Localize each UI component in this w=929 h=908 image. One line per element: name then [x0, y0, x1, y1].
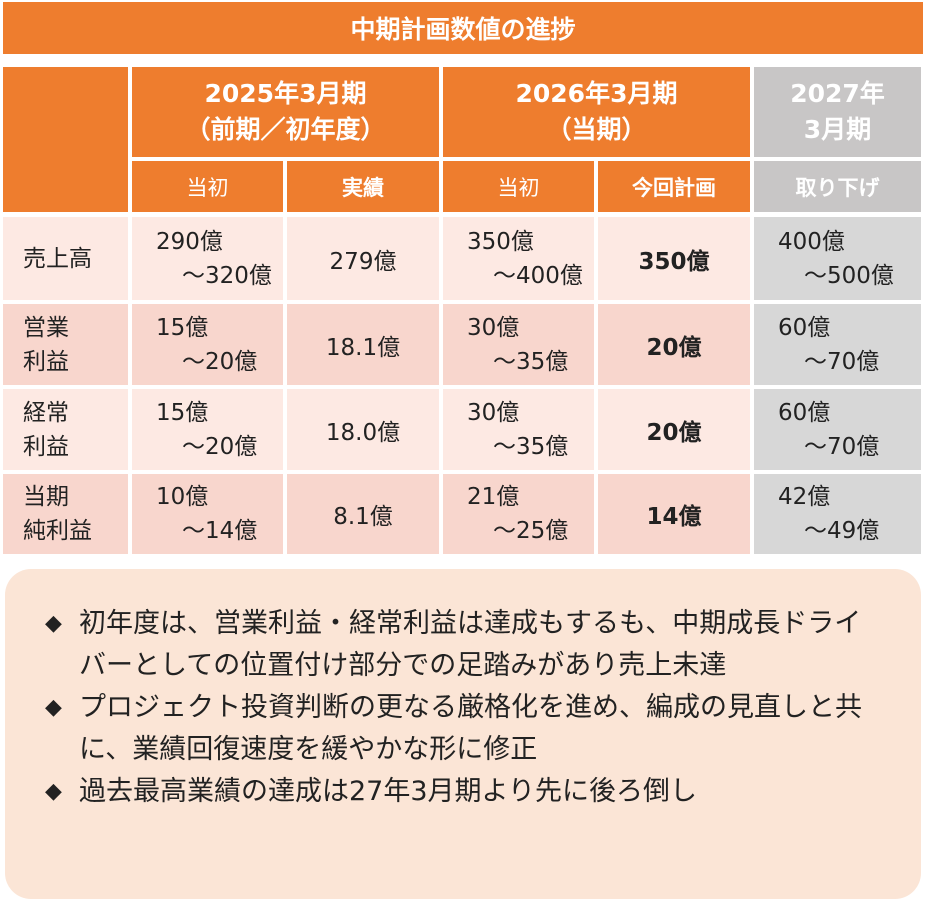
diamond-bullet-icon: ◆	[45, 611, 62, 636]
row-label-text: 純利益	[23, 518, 92, 544]
note-text: プロジェクト投資判断の更なる厳格化を進め、編成の見直しと共に、業績回復速度を緩や…	[79, 692, 862, 765]
header-fy2026-line2: （当期）	[546, 115, 647, 144]
range-from: 15億	[156, 314, 209, 341]
range-to: ～500億	[804, 262, 894, 289]
range-from: 60億	[778, 314, 831, 341]
range-from: 290億	[156, 228, 223, 255]
subheader-initial-2026: 当初	[443, 161, 594, 212]
row-label-ordinary-profit: 経常 利益	[3, 389, 128, 470]
range-to: ～25億	[493, 518, 569, 544]
net-income-initial-2025: 10億 ～14億	[132, 474, 283, 554]
row-label-net-income: 当期 純利益	[3, 474, 128, 554]
ordinary-profit-current-plan-2026: 20億	[598, 389, 750, 470]
range-to: ～20億	[182, 348, 258, 375]
page-title: 中期計画数値の進捗	[3, 2, 923, 54]
range-from: 350億	[467, 228, 534, 255]
row-label-text: 営業	[23, 314, 69, 341]
net-income-initial-2026: 21億 ～25億	[443, 474, 594, 554]
header-fy2026: 2026年3月期 （当期）	[443, 67, 750, 157]
note-text: 過去最高業績の達成は27年3月期より先に後ろ倒し	[79, 776, 697, 807]
range-to: ～49億	[804, 518, 880, 544]
operating-profit-current-plan-2026: 20億	[598, 304, 750, 385]
net-income-current-plan-2026: 14億	[598, 474, 750, 554]
header-fy2025-line1: 2025年3月期	[204, 79, 367, 108]
net-income-actual-2025: 8.1億	[287, 474, 439, 554]
operating-profit-initial-2026: 30億 ～35億	[443, 304, 594, 385]
header-fy2027: 2027年 3月期	[754, 67, 921, 157]
row-label-text: 売上高	[23, 245, 92, 272]
header-fy2025-line2: （前期／初年度）	[185, 115, 386, 144]
row-label-revenue: 売上高	[3, 217, 128, 300]
table-corner	[3, 67, 128, 212]
row-label-text: 経常	[23, 399, 69, 426]
range-to: ～20億	[182, 433, 258, 460]
header-fy2027-line1: 2027年	[790, 79, 885, 108]
net-income-withdrawn-2027: 42億 ～49億	[754, 474, 921, 554]
row-label-text: 利益	[23, 433, 69, 460]
revenue-withdrawn-2027: 400億 ～500億	[754, 217, 921, 300]
note-item: ◆ 過去最高業績の達成は27年3月期より先に後ろ倒し	[45, 771, 881, 813]
range-from: 15億	[156, 399, 209, 426]
range-to: ～35億	[493, 348, 569, 375]
range-to: ～320億	[182, 262, 272, 289]
range-to: ～70億	[804, 433, 880, 460]
operating-profit-actual-2025: 18.1億	[287, 304, 439, 385]
range-to: ～400億	[493, 262, 583, 289]
revenue-current-plan-2026: 350億	[598, 217, 750, 300]
range-from: 30億	[467, 314, 520, 341]
range-from: 400億	[778, 228, 845, 255]
range-to: ～14億	[182, 518, 258, 544]
header-fy2025: 2025年3月期 （前期／初年度）	[132, 67, 439, 157]
note-text: 初年度は、営業利益・経常利益は達成もするも、中期成長ドライバーとしての位置付け部…	[79, 608, 862, 681]
notes-box: ◆ 初年度は、営業利益・経常利益は達成もするも、中期成長ドライバーとしての位置付…	[5, 569, 921, 899]
range-to: ～35億	[493, 433, 569, 460]
subheader-initial-2025: 当初	[132, 161, 283, 212]
ordinary-profit-withdrawn-2027: 60億 ～70億	[754, 389, 921, 470]
header-fy2026-line1: 2026年3月期	[515, 79, 678, 108]
row-label-operating-profit: 営業 利益	[3, 304, 128, 385]
range-from: 10億	[156, 484, 209, 510]
subheader-withdrawn-2027: 取り下げ	[754, 161, 921, 212]
diamond-bullet-icon: ◆	[45, 695, 62, 720]
note-item: ◆ 初年度は、営業利益・経常利益は達成もするも、中期成長ドライバーとしての位置付…	[45, 603, 881, 687]
ordinary-profit-initial-2025: 15億 ～20億	[132, 389, 283, 470]
range-from: 30億	[467, 399, 520, 426]
row-label-text: 利益	[23, 348, 69, 375]
note-item: ◆ プロジェクト投資判断の更なる厳格化を進め、編成の見直しと共に、業績回復速度を…	[45, 687, 881, 771]
revenue-initial-2025: 290億 ～320億	[132, 217, 283, 300]
diamond-bullet-icon: ◆	[45, 779, 62, 804]
row-label-text: 当期	[23, 484, 69, 510]
revenue-initial-2026: 350億 ～400億	[443, 217, 594, 300]
subheader-current-plan-2026: 今回計画	[598, 161, 750, 212]
range-from: 21億	[467, 484, 520, 510]
operating-profit-initial-2025: 15億 ～20億	[132, 304, 283, 385]
operating-profit-withdrawn-2027: 60億 ～70億	[754, 304, 921, 385]
header-fy2027-line2: 3月期	[803, 115, 872, 144]
range-from: 42億	[778, 484, 831, 510]
ordinary-profit-initial-2026: 30億 ～35億	[443, 389, 594, 470]
ordinary-profit-actual-2025: 18.0億	[287, 389, 439, 470]
subheader-actual-2025: 実績	[287, 161, 439, 212]
range-to: ～70億	[804, 348, 880, 375]
revenue-actual-2025: 279億	[287, 217, 439, 300]
range-from: 60億	[778, 399, 831, 426]
